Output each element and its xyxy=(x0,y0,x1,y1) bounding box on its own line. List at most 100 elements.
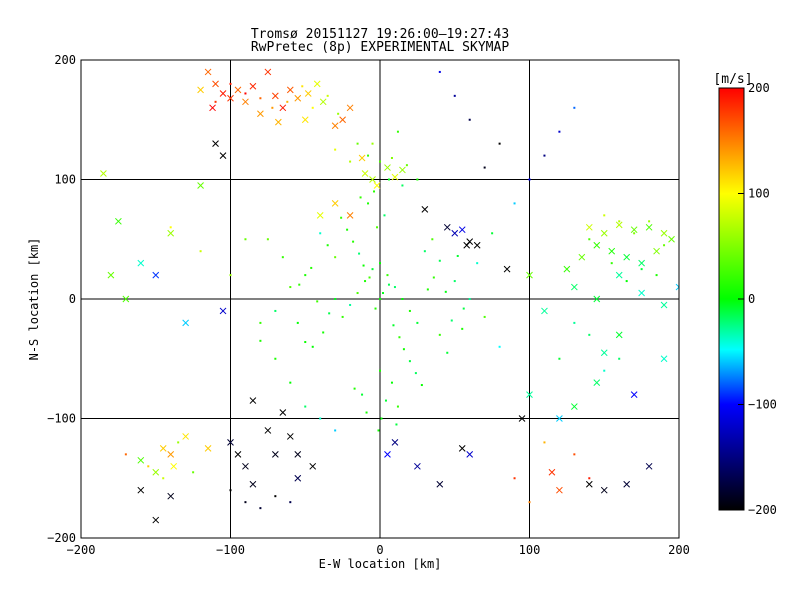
dot-point xyxy=(383,214,386,217)
x-marker-point xyxy=(304,90,312,97)
dot-point xyxy=(340,216,343,219)
x-marker-point xyxy=(249,480,257,488)
dot-point xyxy=(387,283,390,286)
chart-title: Tromsø 20151127 19:26:00–19:27:43 xyxy=(251,27,509,42)
dot-point xyxy=(367,154,370,157)
dot-point xyxy=(304,274,307,277)
dot-point xyxy=(322,331,325,334)
dot-point xyxy=(311,345,314,348)
x-marker-point xyxy=(159,445,167,452)
x-marker-point xyxy=(593,379,601,387)
dot-point xyxy=(286,100,289,103)
dot-point xyxy=(625,280,628,283)
x-marker-point xyxy=(137,456,145,464)
x-marker-point xyxy=(668,235,675,243)
dot-point xyxy=(398,336,401,339)
dot-point xyxy=(281,256,284,259)
x-marker-point xyxy=(660,229,668,237)
x-marker-point xyxy=(212,140,219,148)
dot-point xyxy=(169,226,172,229)
x-marker-point xyxy=(578,253,586,261)
colorbar-tick-label: −100 xyxy=(748,398,777,412)
dot-point xyxy=(379,298,381,300)
x-tick-label: 0 xyxy=(376,543,383,557)
y-tick-label: 100 xyxy=(54,173,76,187)
dot-point xyxy=(296,321,299,324)
dot-point xyxy=(319,232,322,235)
dot-point xyxy=(396,405,399,408)
x-marker-point xyxy=(630,391,638,398)
dot-point xyxy=(274,495,277,498)
colorbar-tick-label: 0 xyxy=(748,292,755,306)
dot-point xyxy=(229,82,232,85)
x-marker-point xyxy=(623,480,631,488)
x-marker-point xyxy=(219,152,227,159)
dot-point xyxy=(319,417,322,420)
x-axis-ticks: −200 −100 0 100 200 xyxy=(67,532,690,557)
dot-point xyxy=(386,274,389,277)
x-marker-point xyxy=(369,176,376,183)
dot-point xyxy=(438,259,441,262)
x-marker-point xyxy=(122,295,130,303)
dot-point xyxy=(199,250,202,253)
x-marker-point xyxy=(615,331,623,339)
dot-point xyxy=(618,220,621,223)
x-marker-point xyxy=(391,173,399,181)
x-marker-point xyxy=(331,122,339,130)
dot-point xyxy=(244,501,247,504)
dot-point xyxy=(229,489,232,492)
x-marker-point xyxy=(182,433,190,440)
y-tick-label: −200 xyxy=(47,531,76,545)
x-marker-point xyxy=(234,450,242,458)
x-marker-point xyxy=(585,223,593,231)
dot-point xyxy=(558,357,561,360)
x-marker-point xyxy=(541,307,548,315)
dot-point xyxy=(334,429,337,432)
x-marker-point xyxy=(257,110,264,118)
dot-point xyxy=(648,220,651,223)
dot-point xyxy=(603,369,606,372)
dot-point xyxy=(392,324,395,327)
x-tick-label: 100 xyxy=(519,543,541,557)
dot-point xyxy=(356,292,359,295)
dot-point xyxy=(379,369,381,372)
dot-point xyxy=(390,156,393,159)
dot-point xyxy=(214,100,217,103)
dot-point xyxy=(229,274,232,277)
dot-point xyxy=(543,441,546,444)
x-marker-point xyxy=(473,241,481,249)
dot-point xyxy=(326,244,329,247)
x-marker-point xyxy=(264,427,272,434)
x-marker-point xyxy=(458,445,466,452)
x-marker-point xyxy=(645,223,653,231)
dot-point xyxy=(162,477,165,480)
dot-point xyxy=(513,202,516,205)
x-axis-label: E-W location [km] xyxy=(319,557,442,571)
colorbar-tick-label: 200 xyxy=(748,81,770,95)
x-marker-point xyxy=(600,486,608,494)
dot-point xyxy=(259,339,262,342)
dot-point xyxy=(446,351,449,354)
x-marker-point xyxy=(137,259,145,267)
dot-point xyxy=(453,280,456,283)
x-marker-point xyxy=(570,283,578,291)
dot-point xyxy=(356,142,359,145)
dot-point xyxy=(588,333,591,336)
x-marker-point xyxy=(339,116,346,124)
y-tick-label: −100 xyxy=(47,412,76,426)
dot-point xyxy=(416,321,419,324)
dot-point xyxy=(468,118,471,121)
dot-point xyxy=(364,280,367,283)
dot-point xyxy=(259,321,262,324)
x-marker-point xyxy=(115,217,122,225)
dot-point xyxy=(401,298,404,300)
x-marker-point xyxy=(638,259,645,267)
dot-point xyxy=(274,309,277,312)
x-marker-point xyxy=(556,415,563,422)
x-tick-label: −100 xyxy=(216,543,245,557)
x-marker-point xyxy=(421,206,429,213)
dot-point xyxy=(124,453,127,456)
dot-point xyxy=(367,202,370,205)
x-marker-point xyxy=(204,68,212,76)
